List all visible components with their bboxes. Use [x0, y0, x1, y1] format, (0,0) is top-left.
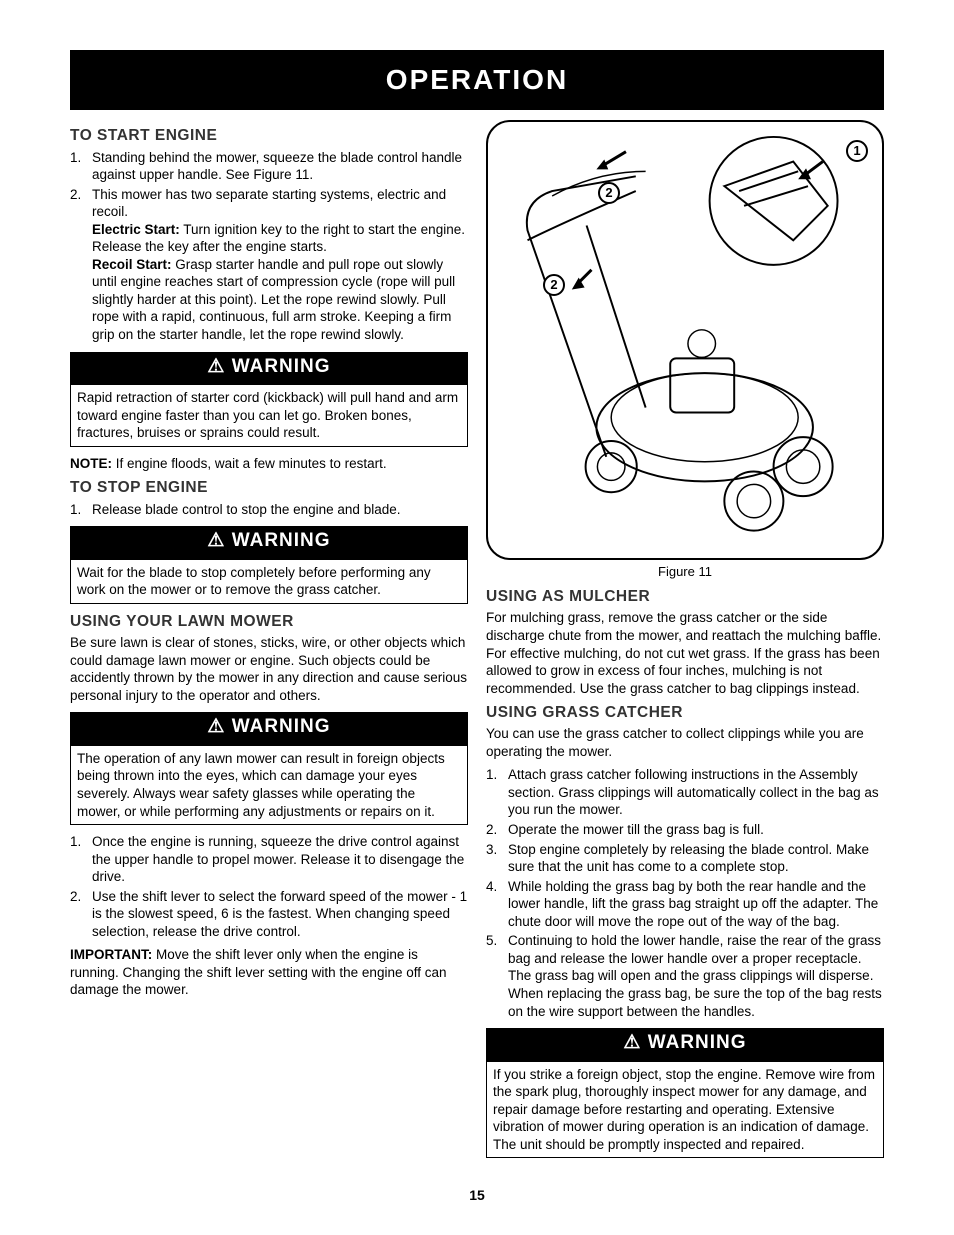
- item-number: 1.: [70, 501, 92, 519]
- mulcher-text: For mulching grass, remove the grass cat…: [486, 609, 884, 697]
- list-item: 2. Use the shift lever to select the for…: [70, 888, 468, 941]
- list-item: 3. Stop engine completely by releasing t…: [486, 841, 884, 876]
- item-text-a: This mower has two separate starting sys…: [92, 187, 446, 220]
- item-text: Use the shift lever to select the forwar…: [92, 888, 468, 941]
- list-item: 1. Once the engine is running, squeeze t…: [70, 833, 468, 886]
- heading-mulcher: USING AS MULCHER: [486, 587, 884, 607]
- item-number: 2.: [486, 821, 508, 839]
- item-text: Operate the mower till the grass bag is …: [508, 821, 884, 839]
- list-item: 2. Operate the mower till the grass bag …: [486, 821, 884, 839]
- item-number: 3.: [486, 841, 508, 876]
- item-text: Stop engine completely by releasing the …: [508, 841, 884, 876]
- warning-header: ⚠ WARNING: [70, 526, 468, 559]
- catcher-steps-list: 1. Attach grass catcher following instru…: [486, 766, 884, 1020]
- note-text: If engine floods, wait a few minutes to …: [112, 456, 387, 471]
- using-mower-intro: Be sure lawn is clear of stones, sticks,…: [70, 634, 468, 704]
- heading-using-mower: USING YOUR LAWN MOWER: [70, 612, 468, 632]
- list-item: 5. Continuing to hold the lower handle, …: [486, 932, 884, 1020]
- section-banner: OPERATION: [70, 50, 884, 110]
- list-item: 1. Release blade control to stop the eng…: [70, 501, 468, 519]
- important-label: IMPORTANT:: [70, 947, 152, 962]
- warning-box: Rapid retraction of starter cord (kickba…: [70, 384, 468, 447]
- warning-header: ⚠ WARNING: [70, 352, 468, 385]
- item-number: 4.: [486, 878, 508, 931]
- start-engine-list: 1. Standing behind the mower, squeeze th…: [70, 149, 468, 344]
- catcher-intro: You can use the grass catcher to collect…: [486, 725, 884, 760]
- note-paragraph: NOTE: If engine floods, wait a few minut…: [70, 455, 468, 473]
- item-text: Attach grass catcher following instructi…: [508, 766, 884, 819]
- item-text: While holding the grass bag by both the …: [508, 878, 884, 931]
- item-text: Release blade control to stop the engine…: [92, 501, 468, 519]
- item-number: 2.: [70, 186, 92, 344]
- item-text: Continuing to hold the lower handle, rai…: [508, 932, 884, 1020]
- important-paragraph: IMPORTANT: Move the shift lever only whe…: [70, 946, 468, 999]
- warning-header: ⚠ WARNING: [70, 712, 468, 745]
- warning-box: Wait for the blade to stop completely be…: [70, 559, 468, 604]
- figure-11-illustration: 1 2 2: [486, 120, 884, 560]
- heading-grass-catcher: USING GRASS CATCHER: [486, 703, 884, 723]
- heading-stop-engine: TO STOP ENGINE: [70, 478, 468, 498]
- heading-start-engine: TO START ENGINE: [70, 126, 468, 146]
- mower-diagram-svg: [498, 132, 872, 545]
- two-column-layout: TO START ENGINE 1. Standing behind the m…: [70, 120, 884, 1166]
- figure-caption: Figure 11: [486, 564, 884, 581]
- item-number: 1.: [486, 766, 508, 819]
- stop-engine-list: 1. Release blade control to stop the eng…: [70, 501, 468, 519]
- note-label: NOTE:: [70, 456, 112, 471]
- item-text: This mower has two separate starting sys…: [92, 186, 468, 344]
- item-text: Standing behind the mower, squeeze the b…: [92, 149, 468, 184]
- warning-box: The operation of any lawn mower can resu…: [70, 745, 468, 825]
- page-number: 15: [70, 1186, 884, 1204]
- list-item: 1. Attach grass catcher following instru…: [486, 766, 884, 819]
- list-item: 4. While holding the grass bag by both t…: [486, 878, 884, 931]
- electric-start-label: Electric Start:: [92, 222, 180, 237]
- warning-header: ⚠ WARNING: [486, 1028, 884, 1061]
- item-number: 1.: [70, 833, 92, 886]
- list-item: 1. Standing behind the mower, squeeze th…: [70, 149, 468, 184]
- mower-steps-list: 1. Once the engine is running, squeeze t…: [70, 833, 468, 940]
- item-number: 1.: [70, 149, 92, 184]
- item-number: 2.: [70, 888, 92, 941]
- left-column: TO START ENGINE 1. Standing behind the m…: [70, 120, 468, 1166]
- recoil-start-label: Recoil Start:: [92, 257, 172, 272]
- list-item: 2. This mower has two separate starting …: [70, 186, 468, 344]
- item-number: 5.: [486, 932, 508, 1020]
- warning-box: If you strike a foreign object, stop the…: [486, 1061, 884, 1159]
- item-text: Once the engine is running, squeeze the …: [92, 833, 468, 886]
- right-column: 1 2 2 Figure 11 USING AS MULCHER For mul…: [486, 120, 884, 1166]
